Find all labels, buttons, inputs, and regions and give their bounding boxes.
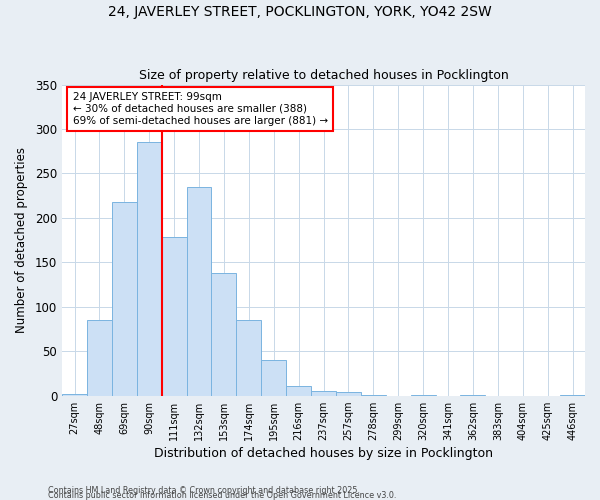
Bar [62,394,87,396]
Title: Size of property relative to detached houses in Pocklington: Size of property relative to detached ho… [139,69,508,82]
Bar [137,142,161,396]
Text: 24 JAVERLEY STREET: 99sqm
← 30% of detached houses are smaller (388)
69% of semi: 24 JAVERLEY STREET: 99sqm ← 30% of detac… [73,92,328,126]
Text: Contains public sector information licensed under the Open Government Licence v3: Contains public sector information licen… [48,491,397,500]
X-axis label: Distribution of detached houses by size in Pocklington: Distribution of detached houses by size … [154,447,493,460]
Text: 24, JAVERLEY STREET, POCKLINGTON, YORK, YO42 2SW: 24, JAVERLEY STREET, POCKLINGTON, YORK, … [108,5,492,19]
Bar [87,320,112,396]
Bar [161,238,187,396]
Bar [560,395,585,396]
Bar [211,273,236,396]
Bar [286,386,311,396]
Bar [460,395,485,396]
Bar [336,392,361,396]
Bar [112,202,137,396]
Y-axis label: Number of detached properties: Number of detached properties [15,147,28,333]
Bar [311,391,336,396]
Bar [410,395,436,396]
Bar [236,320,261,396]
Bar [187,187,211,396]
Bar [261,360,286,396]
Text: Contains HM Land Registry data © Crown copyright and database right 2025.: Contains HM Land Registry data © Crown c… [48,486,360,495]
Bar [361,395,386,396]
